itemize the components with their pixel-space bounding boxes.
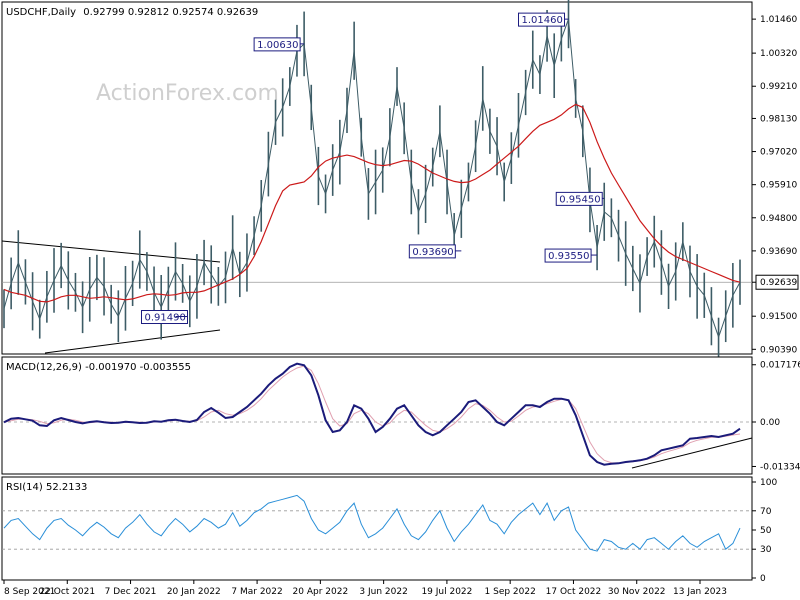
rsi-title: RSI(14) 52.2133	[6, 482, 87, 493]
trendlines	[1, 240, 753, 469]
price-y-tick: 0.93690	[760, 247, 797, 257]
macd-panel	[1, 356, 753, 475]
svg-text:USDCHF,Daily 0.92799 0.9: USDCHF,Daily 0.92799 0.92812 0.92574 0.9…	[6, 7, 258, 18]
price-y-tick-box	[755, 274, 799, 290]
macd-title: MACD(12,26,9) -0.001970 -0.003555	[6, 362, 191, 373]
price-annotations: 1.00630 1.01460 0.93690 0.95450 0.93550 0.914…	[140, 12, 605, 325]
price-y-tick: 0.97020	[760, 148, 797, 158]
price-y-tick: 0.90390	[760, 345, 797, 355]
y-axis-ticks: 1.01460 1.00320 0.99210 0.98130 0.97020 0.959…	[752, 15, 800, 584]
trendline-lower	[44, 329, 221, 354]
ohlc-values: 0.92799 0.92812 0.92574 0.92639	[83, 7, 258, 18]
price-y-tick: 1.01460	[760, 15, 797, 25]
annotation-label: 0.93690	[412, 247, 453, 258]
rsi-y-tick: 30	[760, 545, 772, 555]
price-y-tick: 0.94800	[760, 214, 797, 224]
x-tick-label: 17 Oct 2022	[546, 587, 602, 597]
annotation-label: 1.00630	[257, 40, 298, 51]
x-tick-label: 7 Mar 2022	[231, 587, 282, 597]
macd-signal-line	[3, 365, 741, 464]
rsi-y-tick: 70	[760, 507, 772, 517]
trendline-macd	[631, 437, 753, 469]
x-tick-label: 20 Jan 2022	[167, 587, 221, 597]
annotation-label: 0.95450	[559, 194, 600, 205]
rsi-y-tick: 0	[760, 574, 766, 584]
x-tick-label: 8 Sep 2021	[4, 587, 55, 597]
x-tick-label: 19 Jul 2022	[421, 587, 472, 597]
price-y-tick: 0.99210	[760, 82, 797, 92]
annotation-label: 0.93550	[548, 251, 589, 262]
x-tick-label: 3 Jun 2022	[359, 587, 407, 597]
x-tick-label: 22 Oct 2021	[39, 587, 95, 597]
x-tick-label: 30 Nov 2022	[608, 587, 666, 597]
symbol-label: USDCHF,Daily	[6, 7, 76, 18]
trendline-upper	[1, 240, 221, 263]
rsi-line	[3, 494, 741, 552]
x-tick-label: 20 Apr 2022	[293, 587, 349, 597]
macd-y-tick: 0.017176	[760, 361, 800, 371]
rsi-panel	[1, 476, 753, 581]
moving-average-line	[3, 103, 741, 303]
macd-y-tick: 0.00	[760, 418, 780, 428]
annotation-label: 0.91490	[144, 313, 185, 324]
price-panel	[1, 1, 753, 355]
macd-series	[2, 362, 752, 466]
rsi-series	[2, 494, 752, 552]
price-series	[3, 0, 741, 357]
macd-y-tick: -0.01334	[760, 462, 800, 472]
macd-line	[3, 362, 741, 466]
price-y-tick: 0.95910	[760, 181, 797, 191]
x-tick-label: 13 Jan 2023	[673, 587, 727, 597]
watermark: ActionForex.com	[96, 81, 279, 106]
rsi-y-tick: 100	[760, 478, 777, 488]
annotation-label: 1.01460	[522, 15, 563, 26]
price-y-tick: 0.91500	[760, 312, 797, 322]
x-tick-label: 7 Dec 2021	[105, 587, 157, 597]
rsi-y-tick: 50	[760, 526, 772, 536]
price-y-tick: 0.98130	[760, 114, 797, 124]
price-y-tick: 1.00320	[760, 49, 797, 59]
price-close-line	[3, 18, 741, 339]
x-tick-label: 1 Sep 2022	[485, 587, 536, 597]
price-y-tick: 0.92639	[760, 278, 797, 288]
